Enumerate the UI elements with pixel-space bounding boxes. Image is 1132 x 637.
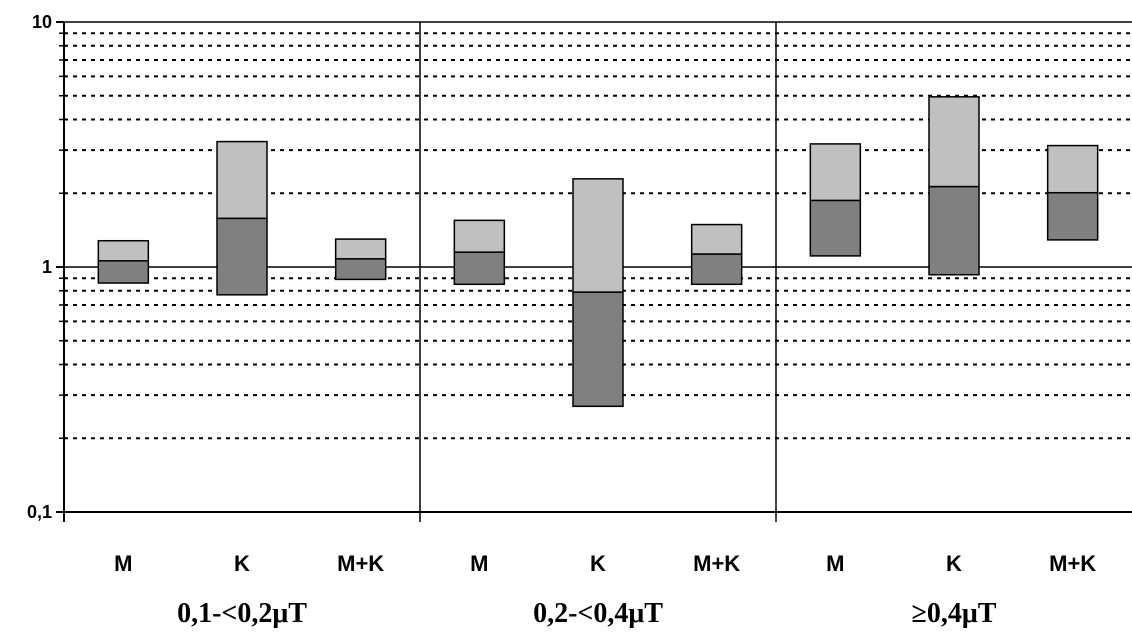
group-label: ≥0,4μT [912,598,997,629]
bar-lower-segment [690,253,743,286]
category-label: M+K [693,551,740,576]
category-label: K [234,551,250,576]
category-label: M [114,551,132,576]
bar-lower-segment [928,185,980,276]
bar-upper-segment [809,143,862,202]
category-label: M [470,551,488,576]
category-label: K [946,551,962,576]
category-label: M [826,551,844,576]
bar-upper-segment [690,223,743,255]
category-label: K [590,551,606,576]
group-label: 0,2-<0,4μT [533,598,663,629]
bar-upper-segment [97,239,150,262]
bar-lower-segment [453,251,506,286]
group-label: 0,1-<0,2μT [177,598,307,629]
bar-lower-segment [572,291,624,408]
bar-upper-segment [572,178,624,293]
bar-lower-segment [1046,191,1099,241]
y-tick-label: 1 [42,257,52,277]
bars [97,96,1099,408]
bar-upper-segment [216,140,268,220]
bar-upper-segment [453,219,506,253]
axes [56,21,1132,522]
y-tick-label: 10 [32,12,52,32]
bar-lower-segment [809,199,862,257]
labels: 10 1 0,1 M K M+K 0,1-<0,2μT M K M+K 0,2-<0,4μT M K M+… [27,12,1096,629]
category-label: M+K [1049,551,1096,576]
bar-upper-segment [928,96,980,188]
bar-lower-segment [216,217,268,296]
bar-upper-segment [334,238,387,260]
bar-lower-segment [334,258,387,281]
y-tick-label: 0,1 [27,502,52,522]
bar-lower-segment [97,260,150,284]
category-label: M+K [337,551,384,576]
bar-upper-segment [1046,144,1099,194]
